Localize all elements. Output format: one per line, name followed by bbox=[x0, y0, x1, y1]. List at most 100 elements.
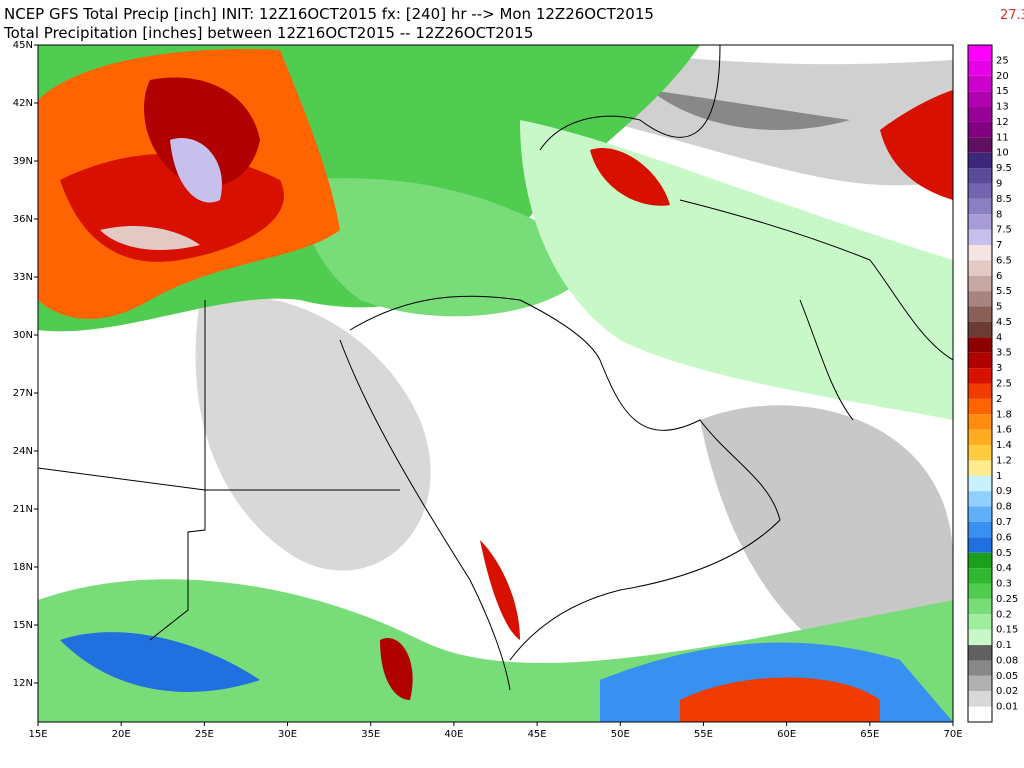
colorbar-swatch bbox=[968, 321, 992, 338]
colorbar-swatch bbox=[968, 445, 992, 461]
colorbar-label: 9.5 bbox=[996, 163, 1012, 174]
lon-label: 20E bbox=[112, 729, 131, 740]
max-label: 27.3 in bbox=[1000, 8, 1024, 23]
colorbar-label: 7 bbox=[996, 240, 1002, 251]
lon-label: 50E bbox=[611, 729, 630, 740]
colorbar-label: 1.8 bbox=[996, 409, 1012, 420]
colorbar-label: 12 bbox=[996, 117, 1009, 128]
lat-label: 45N bbox=[13, 40, 33, 51]
colorbar-frame bbox=[967, 44, 993, 723]
colorbar-swatch bbox=[968, 491, 992, 507]
colorbar-label: 7.5 bbox=[996, 225, 1012, 236]
colorbar-swatch bbox=[968, 45, 992, 61]
colorbar-swatch bbox=[968, 598, 992, 615]
colorbar-swatch bbox=[968, 152, 992, 169]
colorbar-swatch bbox=[968, 475, 992, 492]
colorbar-label: 0.15 bbox=[996, 625, 1018, 636]
colorbar-swatch bbox=[968, 245, 992, 261]
colorbar-swatch bbox=[968, 706, 992, 722]
colorbar-label: 0.9 bbox=[996, 486, 1012, 497]
lon-label: 40E bbox=[444, 729, 463, 740]
colorbar-label: 0.3 bbox=[996, 579, 1012, 590]
colorbar-label: 0.01 bbox=[996, 702, 1018, 713]
colorbar-swatch bbox=[968, 137, 992, 153]
colorbar-label: 0.7 bbox=[996, 517, 1012, 528]
colorbar-swatch bbox=[968, 506, 992, 522]
colorbar-label: 6 bbox=[996, 271, 1002, 282]
colorbar-swatch bbox=[968, 398, 992, 415]
colorbar-swatch bbox=[968, 537, 992, 553]
colorbar-swatch bbox=[968, 521, 992, 538]
colorbar-swatch bbox=[968, 552, 992, 569]
colorbar-label: 15 bbox=[996, 86, 1009, 97]
axes: 45N 42N 39N 36N 33N 30N 27N 24N 21N 18N 15N 12N 15E 2… bbox=[13, 40, 963, 740]
colorbar-swatch bbox=[968, 229, 992, 246]
colorbar-label: 0.2 bbox=[996, 609, 1012, 620]
colorbar-label: 5 bbox=[996, 302, 1002, 313]
colorbar-label: 0.4 bbox=[996, 563, 1012, 574]
colorbar-label: 0.02 bbox=[996, 686, 1018, 697]
colorbar-label: 5.5 bbox=[996, 286, 1012, 297]
colorbar-label: 1.2 bbox=[996, 455, 1012, 466]
subtitle: Total Precipitation [inches] between 12Z… bbox=[3, 24, 533, 42]
colorbar-swatch bbox=[968, 568, 992, 584]
lat-label: 42N bbox=[13, 98, 33, 109]
colorbar-label: 20 bbox=[996, 71, 1009, 82]
colorbar: 25 20 15 13 12 11 10 9.5 9 8.5 8 7.5 7 6.5 6 5.5 5 4.5 4 3.… bbox=[967, 44, 1018, 723]
colorbar-label: 0.08 bbox=[996, 655, 1018, 666]
colorbar-label: 11 bbox=[996, 132, 1009, 143]
colorbar-swatch bbox=[968, 614, 992, 630]
colorbar-swatch bbox=[968, 629, 992, 646]
colorbar-label: 3.5 bbox=[996, 348, 1012, 359]
lat-label: 36N bbox=[13, 214, 33, 225]
colorbar-label: 25 bbox=[996, 55, 1009, 66]
colorbar-label: 1.6 bbox=[996, 425, 1012, 436]
lon-label: 25E bbox=[195, 729, 214, 740]
colorbar-swatch bbox=[968, 75, 992, 92]
colorbar-label: 0.6 bbox=[996, 532, 1012, 543]
colorbar-swatch bbox=[968, 660, 992, 676]
colorbar-swatch bbox=[968, 368, 992, 384]
precip-field bbox=[38, 45, 953, 722]
colorbar-label: 0.1 bbox=[996, 640, 1012, 651]
colorbar-swatch bbox=[968, 121, 992, 138]
title: NCEP GFS Total Precip [inch] INIT: 12Z16… bbox=[4, 5, 654, 23]
lon-label: 55E bbox=[694, 729, 713, 740]
colorbar-swatch bbox=[968, 691, 992, 707]
colorbar-swatch bbox=[968, 183, 992, 199]
colorbar-label: 1.4 bbox=[996, 440, 1012, 451]
colorbar-swatch bbox=[968, 106, 992, 122]
colorbar-swatch bbox=[968, 214, 992, 230]
colorbar-swatch bbox=[968, 275, 992, 292]
colorbar-swatch bbox=[968, 198, 992, 215]
colorbar-label: 9 bbox=[996, 178, 1002, 189]
colorbar-label: 13 bbox=[996, 102, 1009, 113]
colorbar-swatch bbox=[968, 337, 992, 353]
colorbar-label: 4 bbox=[996, 332, 1002, 343]
lat-label: 33N bbox=[13, 272, 33, 283]
colorbar-swatch bbox=[968, 414, 992, 430]
colorbar-swatch bbox=[968, 583, 992, 599]
lat-label: 21N bbox=[13, 504, 33, 515]
lon-label: 70E bbox=[943, 729, 962, 740]
colorbar-label: 0.8 bbox=[996, 502, 1012, 513]
lat-label: 30N bbox=[13, 330, 33, 341]
colorbar-swatch bbox=[968, 260, 992, 276]
lon-label: 60E bbox=[777, 729, 796, 740]
lon-label: 35E bbox=[361, 729, 380, 740]
colorbar-label: 10 bbox=[996, 148, 1009, 159]
colorbar-label: 1 bbox=[996, 471, 1002, 482]
lon-label: 15E bbox=[28, 729, 47, 740]
colorbar-label: 4.5 bbox=[996, 317, 1012, 328]
colorbar-label: 8.5 bbox=[996, 194, 1012, 205]
lat-label: 27N bbox=[13, 388, 33, 399]
colorbar-swatch bbox=[968, 291, 992, 307]
colorbar-label: 6.5 bbox=[996, 255, 1012, 266]
lat-label: 12N bbox=[13, 678, 33, 689]
colorbar-label: 8 bbox=[996, 209, 1002, 220]
colorbar-label: 0.05 bbox=[996, 671, 1018, 682]
colorbar-swatch bbox=[968, 352, 992, 369]
lat-label: 39N bbox=[13, 156, 33, 167]
lat-label: 24N bbox=[13, 446, 33, 457]
colorbar-swatch bbox=[968, 429, 992, 446]
